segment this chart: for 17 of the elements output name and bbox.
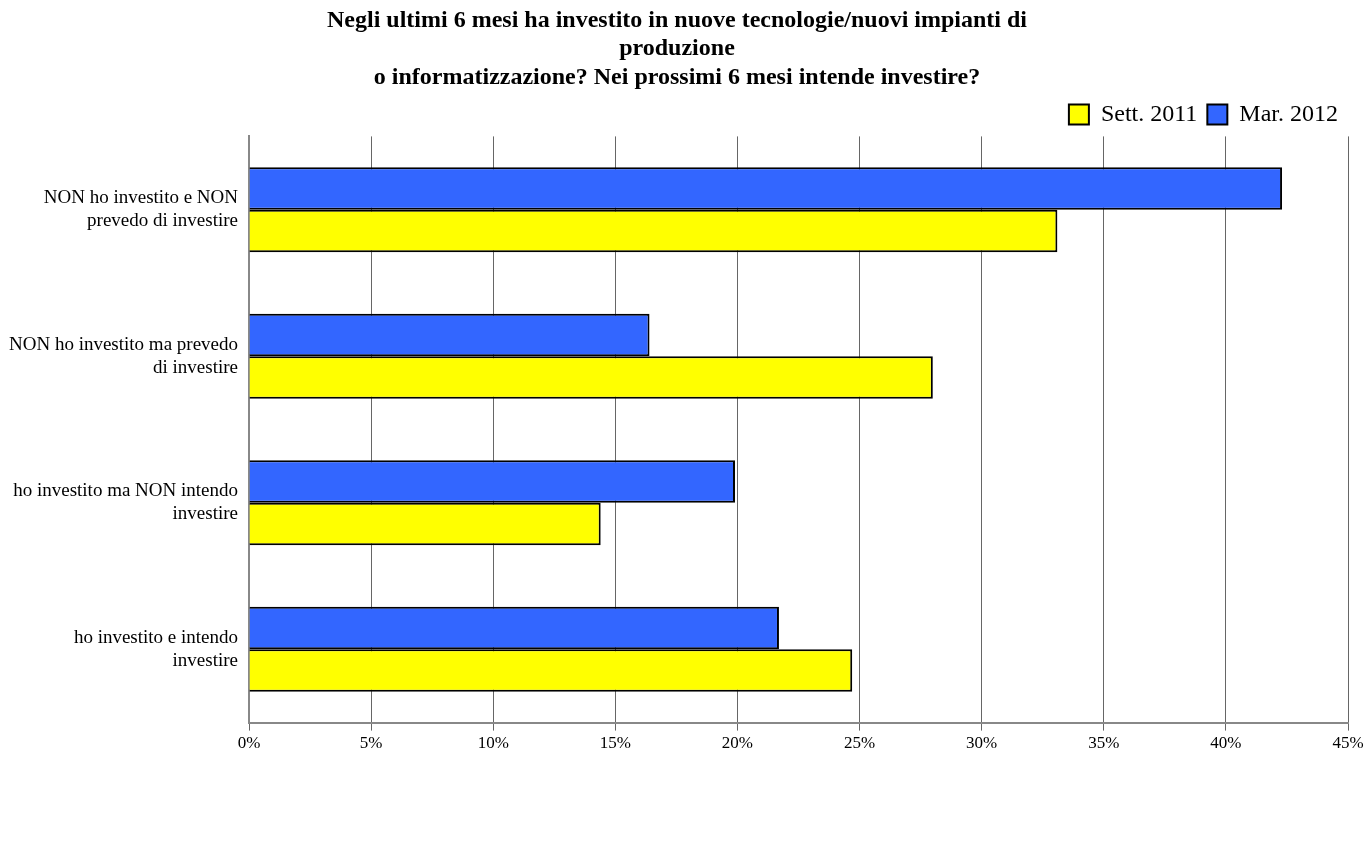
x-tick-label: 10% <box>477 733 509 753</box>
x-tick-label: 35% <box>1088 733 1120 753</box>
y-tick-label: NON ho investito e NON prevedo di investire <box>43 186 239 231</box>
chart-title: Negli ultimi 6 mesi ha investito in nuove tecnologie/nuovi impianti di produzione o informatizzazione? Nei prossimi 6 mesi intende investire? <box>326 5 1028 90</box>
x-tick-label: 40% <box>1210 733 1242 753</box>
x-tick-label: 0% <box>237 733 261 753</box>
x-tick-label: 20% <box>721 733 754 753</box>
y-tick-label: ho investito ma NON intendo investire <box>13 479 239 524</box>
x-tick-label: 30% <box>966 733 998 753</box>
x-tick-label: 45% <box>1332 733 1364 753</box>
x-tick-label: 25% <box>843 733 876 753</box>
x-tick-label: 15% <box>599 733 631 753</box>
legend-label: Mar. 2012 <box>1239 99 1339 126</box>
y-tick-label: ho investito e intendo investire <box>73 625 239 670</box>
y-tick-label: NON ho investito ma prevedo di investire <box>9 332 239 377</box>
legend-label: Sett. 2011 <box>1100 99 1198 126</box>
x-tick-label: 5% <box>359 733 383 753</box>
